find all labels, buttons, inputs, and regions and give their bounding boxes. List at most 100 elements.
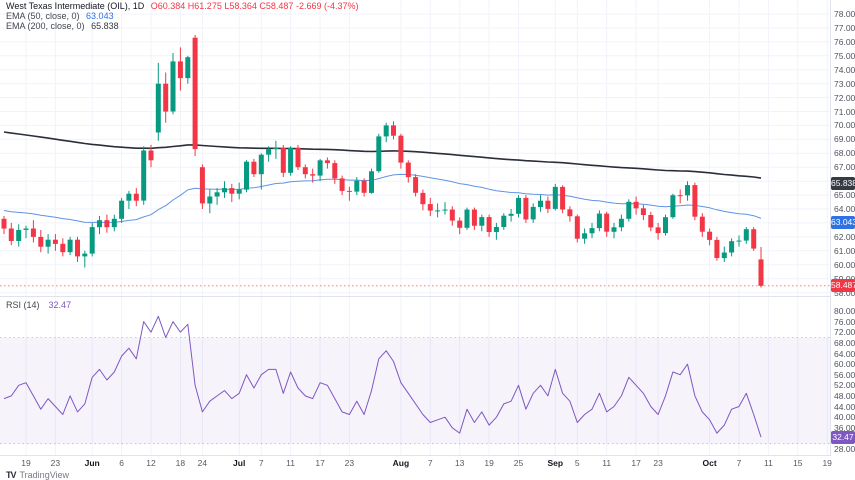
candle [391, 121, 396, 140]
price-axis-label: 59.000 [834, 274, 855, 284]
time-axis-label: 11 [286, 458, 296, 468]
ema50-value: 63.043 [86, 11, 114, 21]
rsi-axis-label: 36.00 [834, 422, 855, 433]
candle [302, 164, 308, 179]
candle [8, 222, 14, 246]
price-axis-label: 68.000 [834, 148, 855, 159]
candle [663, 214, 668, 236]
candle [52, 234, 58, 251]
ohlc-low: L58.364 [224, 1, 257, 11]
candle [479, 214, 485, 232]
candle [721, 246, 727, 262]
candle [758, 247, 764, 288]
candle [97, 216, 102, 235]
candle [398, 133, 404, 169]
candle [471, 207, 477, 230]
rsi-label: RSI (14) [6, 300, 40, 310]
candle [655, 222, 661, 240]
rsi-axis-label: 68.00 [834, 337, 855, 348]
rsi-legend-row[interactable]: RSI (14) 32.47 [6, 300, 71, 310]
ohlc-open: O60.384 [150, 1, 186, 11]
candle [611, 222, 617, 239]
time-axis-label: 25 [513, 458, 524, 468]
candle [596, 210, 602, 232]
price-pane[interactable] [0, 0, 830, 297]
rsi-axis-label: 80.00 [834, 306, 855, 316]
time-axis-label: 24 [197, 458, 208, 468]
candle [457, 217, 463, 235]
time-axis-label: 17 [315, 458, 325, 468]
time-axis-label: 19 [21, 458, 31, 468]
candle [148, 144, 154, 168]
time-axis-label: Aug [392, 458, 410, 468]
candle [310, 168, 316, 183]
symbol-title[interactable]: West Texas Intermediate (OIL), 1D [6, 1, 145, 11]
rsi-axis-label: 76.00 [834, 316, 855, 327]
candle [538, 195, 543, 212]
time-axis-label: Sep [547, 458, 564, 468]
time-axis-label: 11 [602, 458, 612, 468]
time-axis-label: 7 [736, 458, 742, 468]
candle [626, 199, 632, 222]
symbol-legend-row[interactable]: West Texas Intermediate (OIL), 1D O60.38… [6, 2, 358, 11]
candle [743, 227, 749, 244]
candle [405, 160, 411, 183]
time-axis-label: Jul [233, 458, 246, 468]
ema200-legend-row[interactable]: EMA (200, close, 0) 65.838 [6, 22, 358, 31]
candle [552, 183, 558, 211]
candle [369, 168, 374, 194]
candle [60, 238, 66, 257]
pane-separator[interactable] [0, 296, 855, 297]
candle [332, 160, 338, 184]
price-axis-label: 69.000 [834, 134, 855, 145]
time-axis-label: 5 [574, 458, 580, 468]
candle [45, 234, 51, 254]
candle [104, 214, 110, 233]
candle [133, 188, 139, 207]
price-axis-label: 78.000 [834, 9, 855, 19]
time-axis-label: 17 [631, 458, 641, 468]
candle [640, 204, 646, 221]
candle [435, 203, 441, 218]
candle [222, 181, 227, 198]
candle [30, 220, 36, 243]
price-axis-label: 64.000 [834, 204, 855, 214]
candle [111, 214, 117, 232]
candle [207, 189, 213, 214]
time-axis-label: 12 [146, 458, 156, 468]
candle [280, 144, 286, 177]
price-axis-label: 61.000 [834, 245, 855, 256]
candle [1, 216, 7, 235]
ohlc-high: H61.275 [187, 1, 222, 11]
ema50-legend-row[interactable]: EMA (50, close, 0) 63.043 [6, 12, 358, 21]
candle [214, 188, 220, 205]
footer: TV TradingView [6, 469, 69, 480]
candle [67, 236, 73, 255]
tradingview-logo-icon[interactable]: TV [6, 469, 16, 480]
candle [567, 206, 573, 222]
time-axis-label: 23 [50, 458, 61, 468]
time-axis-label: 18 [175, 458, 186, 468]
candle [258, 153, 264, 190]
candle [670, 193, 676, 219]
price-axis-label: 74.000 [834, 64, 855, 75]
tradingview-brand[interactable]: TradingView [19, 469, 70, 480]
rsi-band [0, 337, 830, 444]
candle [251, 158, 257, 177]
candle [685, 181, 690, 201]
candle [75, 236, 80, 262]
candle [508, 209, 514, 222]
price-axis-label: 65.000 [834, 190, 855, 201]
price-scale[interactable]: 58.00059.00060.00061.00062.00063.00064.0… [830, 0, 855, 470]
price-axis-badge: 63.043 [831, 215, 855, 229]
candle [288, 146, 294, 176]
candle [449, 206, 455, 226]
rsi-pane[interactable] [0, 297, 830, 455]
candle [170, 53, 176, 115]
candle [295, 144, 301, 170]
rsi-axis-label: 44.00 [834, 401, 855, 412]
time-axis-label: Oct [702, 458, 717, 468]
time-axis[interactable]: 19 23 Jun 6 12 18 24 Jul 7 11 17 23 Aug 7 13 19 25 Sep 5 11… [0, 456, 855, 470]
candle [229, 183, 235, 203]
candle [530, 203, 536, 223]
